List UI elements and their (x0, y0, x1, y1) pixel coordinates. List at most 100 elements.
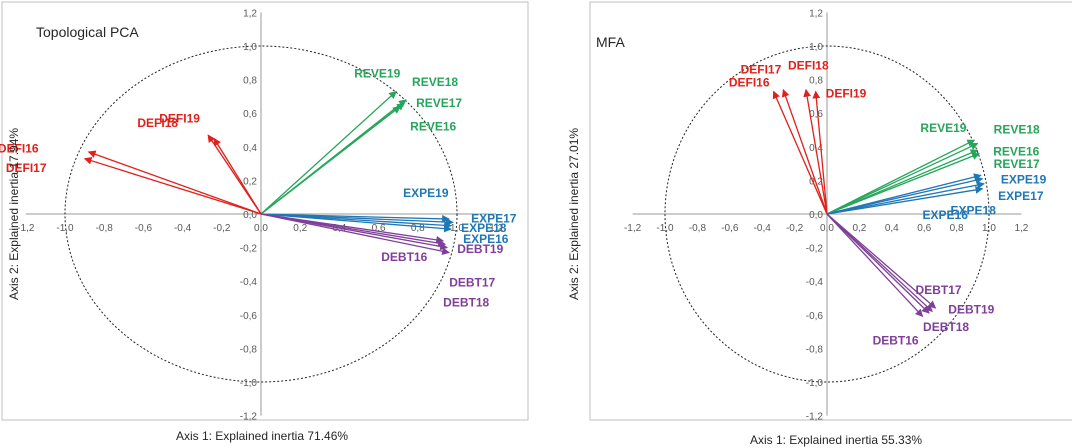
vector-expe17 (826, 181, 985, 215)
vector-label-reve17: REVE17 (416, 96, 462, 110)
vector-reve19 (260, 90, 397, 215)
vector-label-reve18: REVE18 (412, 75, 458, 89)
x-axis-title: Axis 1: Explained inertia 55.33% (750, 433, 922, 447)
y-tick-label: 1,2 (809, 8, 823, 19)
vector-label-defi18: DEFI18 (137, 116, 178, 130)
chart-panel-topological-pca: -1,2 -1,0 -0,8 -0,6 -0,4 -0,2 0,0 0,2 0,4 0,6 0,8 1… (0, 1, 529, 443)
vector-label-debt19: DEBT19 (948, 302, 994, 316)
vector-label-defi19: DEFI19 (826, 86, 867, 100)
vector-label-defi18: DEFI18 (788, 59, 829, 73)
correlation-circle (64, 45, 458, 383)
y-tick-label: 1,2 (243, 8, 257, 19)
y-tick-label: 0,0 (809, 210, 823, 221)
x-tick-label: 1,2 (1014, 223, 1028, 234)
vector-label-debt17: DEBT17 (916, 283, 962, 297)
x-tick-label: 1,0 (450, 223, 464, 234)
vector-defi16 (83, 156, 262, 215)
vector-label-debt18: DEBT18 (443, 296, 489, 310)
vector-expe19 (260, 213, 450, 223)
x-tick-label: 0,6 (372, 223, 386, 234)
vector-label-defi17: DEFI17 (6, 161, 47, 175)
vector-label-reve19: REVE19 (354, 66, 400, 80)
chart-panel-mfa: -1,2 -1,0 -0,8 -0,6 -0,4 -0,2 0,0 0,2 0,4 0,6 0,8 1… (536, 0, 1072, 448)
x-tick-label: -0,4 (754, 223, 772, 234)
x-tick-label: 1,0 (982, 223, 996, 234)
y-tick-label: 0,4 (243, 143, 257, 154)
x-tick-label: 0,8 (950, 223, 964, 234)
vector-label-expe18: EXPE18 (461, 221, 507, 235)
vector-label-debt16: DEBT16 (381, 250, 427, 264)
vector-debt18 (260, 213, 450, 256)
x-tick-label: -0,8 (96, 223, 114, 234)
vector-label-reve18: REVE18 (994, 122, 1040, 136)
y-tick-label: 0,6 (243, 109, 257, 120)
x-tick-label: -1,0 (656, 223, 674, 234)
vector-label-expe16: EXPE16 (463, 232, 509, 246)
x-tick-label: -0,4 (174, 223, 192, 234)
vector-label-defi19: DEFI19 (159, 111, 200, 125)
vector-label-reve17: REVE17 (994, 157, 1040, 171)
vector-label-defi16: DEFI16 (729, 75, 770, 89)
vector-label-expe17: EXPE17 (998, 189, 1044, 203)
y-tick-label: -0,6 (240, 311, 258, 322)
vector-label-expe19: EXPE19 (403, 186, 449, 200)
y-tick-label: -0,8 (240, 344, 258, 355)
y-tick-label: 0,0 (243, 210, 257, 221)
chart-title: MFA (596, 34, 625, 50)
y-tick-label: -0,2 (240, 244, 258, 255)
vector-label-expe17: EXPE17 (471, 211, 517, 225)
vector-reve19 (826, 139, 976, 215)
vector-reve17 (826, 149, 979, 215)
y-tick-label: -1,2 (240, 412, 258, 423)
x-tick-label: 1,2 (489, 223, 503, 234)
y-tick-label: -0,4 (240, 277, 258, 288)
vector-label-debt17: DEBT17 (449, 276, 495, 290)
x-tick-label: 0,2 (293, 223, 307, 234)
vector-label-defi16: DEFI16 (0, 142, 39, 156)
x-tick-label: -0,2 (786, 223, 804, 234)
y-tick-label: 0,6 (809, 109, 823, 120)
vector-label-reve16: REVE16 (993, 145, 1039, 159)
x-tick-label: -0,2 (213, 223, 231, 234)
x-tick-label: 0,0 (820, 223, 834, 234)
vector-label-expe18: EXPE18 (951, 204, 997, 218)
vector-reve18 (260, 99, 407, 215)
y-tick-label: 0,2 (243, 176, 257, 187)
y-tick-label: -0,4 (806, 277, 824, 288)
vector-defi19 (812, 90, 828, 215)
vector-debt17 (826, 213, 937, 309)
vector-defi16 (772, 90, 828, 215)
vector-label-reve19: REVE19 (920, 121, 966, 135)
vector-label-expe16: EXPE16 (923, 208, 969, 222)
vector-reve18 (826, 142, 979, 215)
x-tick-label: -1,2 (17, 223, 35, 234)
vector-defi17 (87, 150, 262, 215)
vector-label-expe19: EXPE19 (1001, 172, 1047, 186)
vector-label-reve16: REVE16 (410, 119, 456, 133)
y-axis-title: Axis 2: Explained inertia 27.01% (567, 128, 581, 300)
vector-defi18 (803, 88, 828, 215)
y-tick-label: 1,0 (809, 42, 823, 53)
x-tick-label: -0,6 (721, 223, 739, 234)
x-tick-label: -1,0 (56, 223, 74, 234)
y-tick-label: -1,0 (240, 378, 258, 389)
y-tick-label: -0,2 (806, 244, 824, 255)
vector-debt19 (260, 213, 447, 247)
y-axis-title: Axis 2: Explained inertia 17.94% (7, 128, 21, 300)
vector-expe18 (260, 213, 452, 230)
x-axis-title: Axis 1: Explained inertia 71.46% (176, 429, 348, 443)
y-tick-label: -0,8 (806, 344, 824, 355)
vector-defi19 (213, 137, 262, 215)
vector-expe19 (826, 173, 982, 215)
y-tick-label: 0,8 (243, 76, 257, 87)
vector-label-debt18: DEBT18 (923, 320, 969, 334)
x-tick-label: 0,8 (411, 223, 425, 234)
x-tick-label: -1,2 (624, 223, 642, 234)
y-tick-label: -1,2 (806, 412, 824, 423)
x-tick-label: 0,6 (917, 223, 931, 234)
x-tick-label: -0,6 (135, 223, 153, 234)
chart-svg: -1,2 -1,0 -0,8 -0,6 -0,4 -0,2 0,0 0,2 0,4 0,6 0,8 1… (567, 1, 1072, 447)
x-tick-label: 0,0 (254, 223, 268, 234)
vector-debt16 (826, 213, 924, 318)
vector-expe16 (826, 186, 984, 215)
